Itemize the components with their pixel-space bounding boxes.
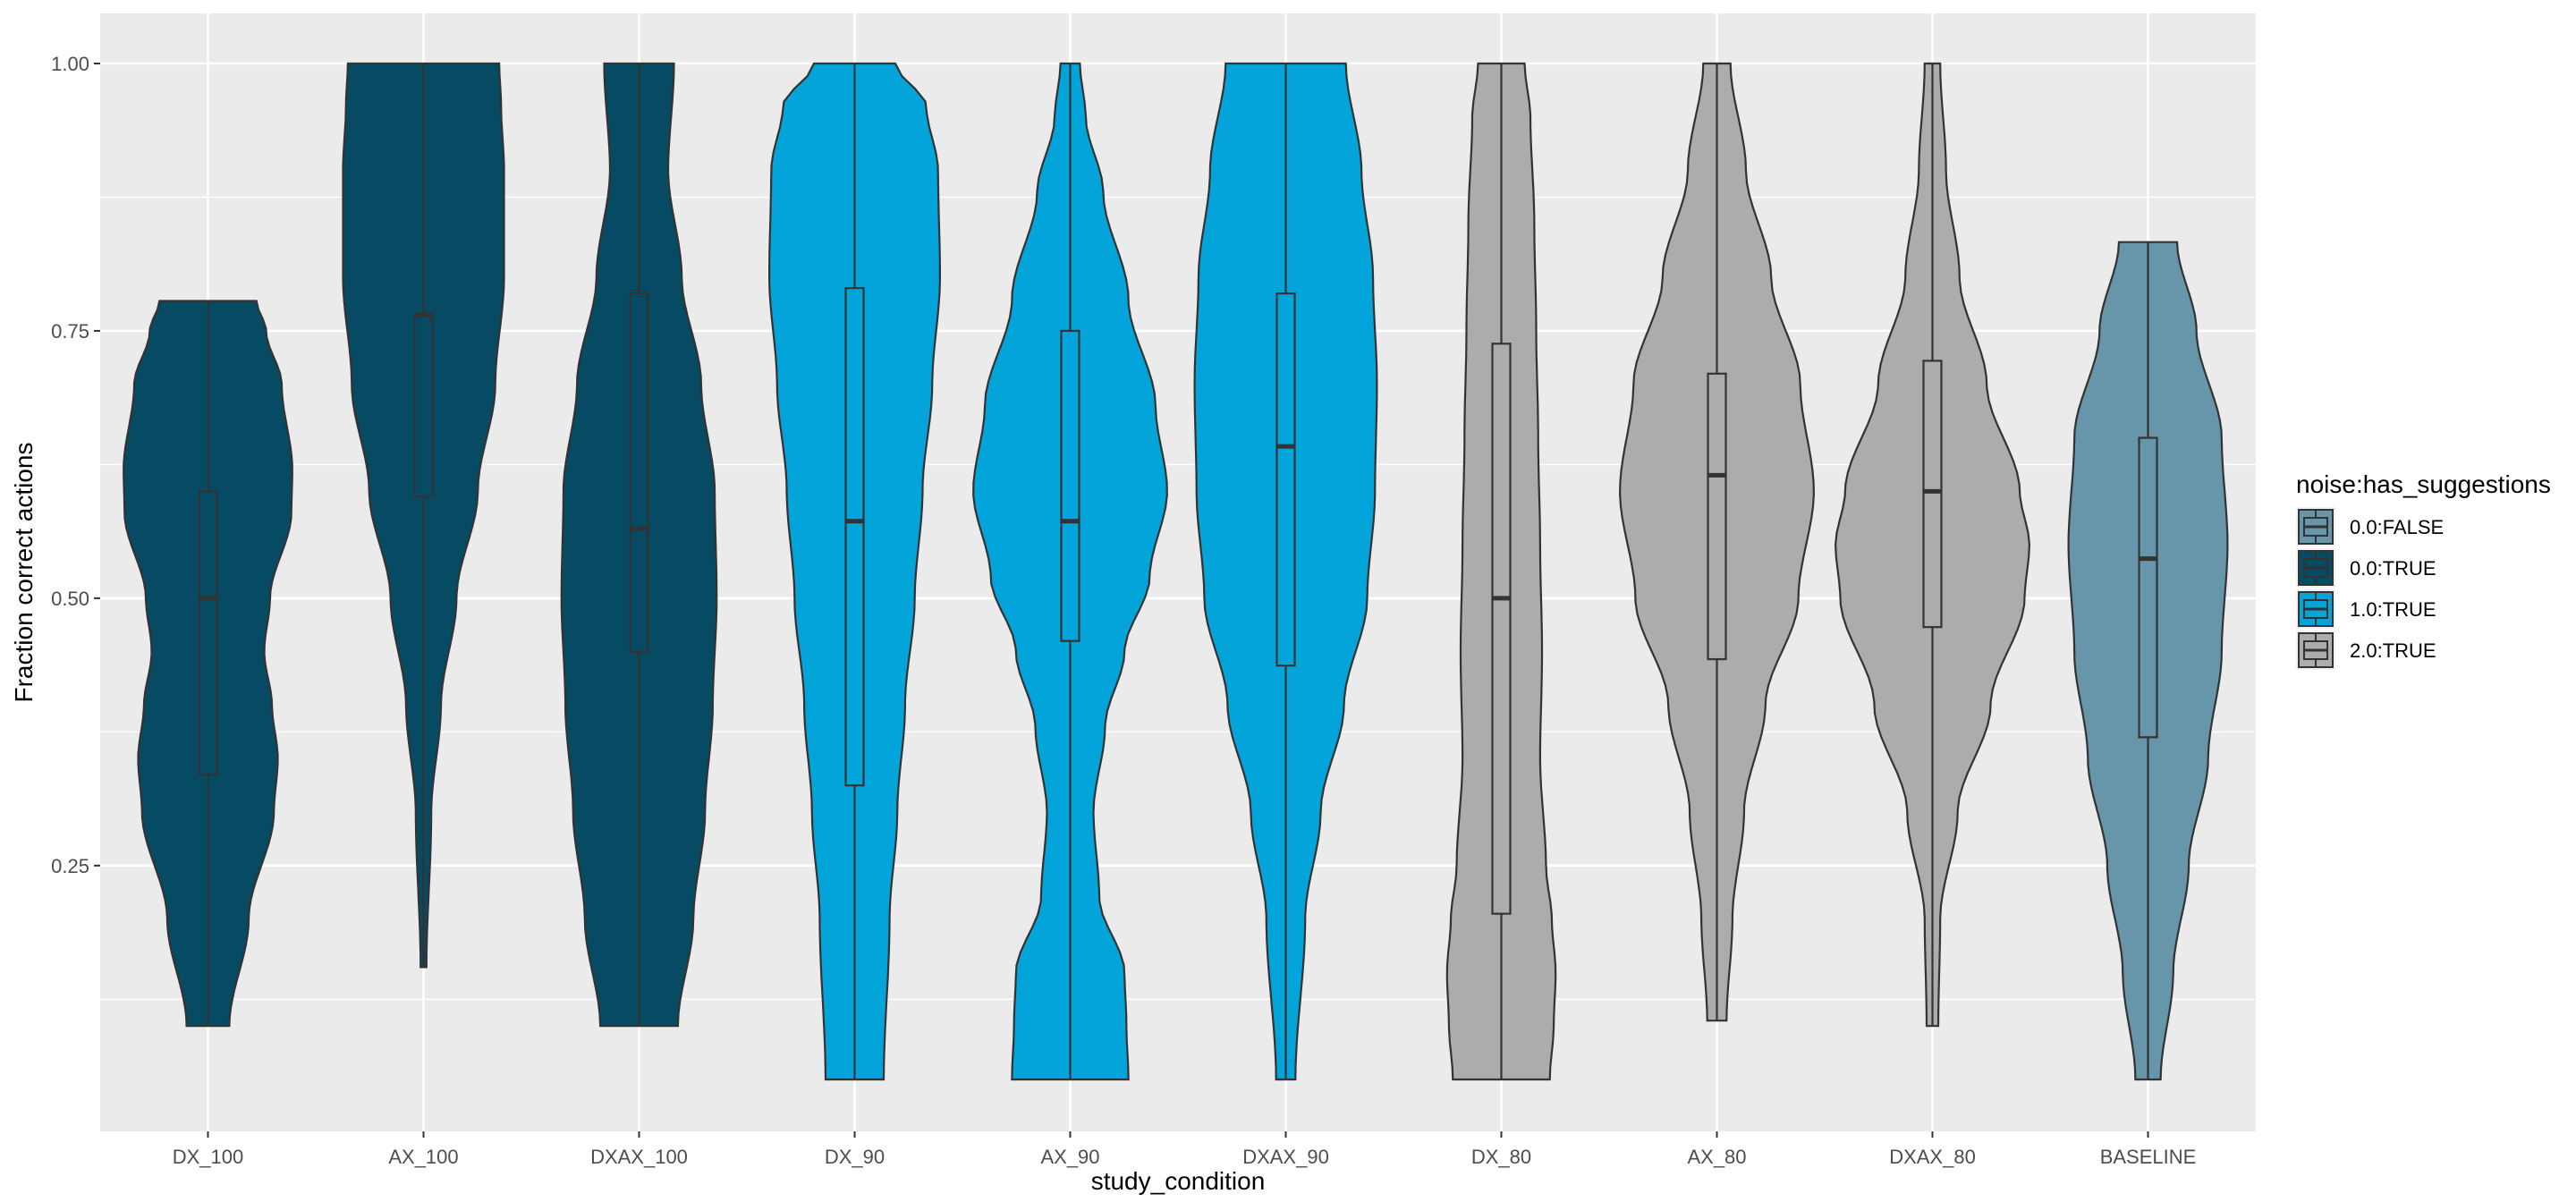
x-tick-label: DX_90 bbox=[825, 1146, 885, 1168]
x-tick-label: DX_100 bbox=[173, 1146, 244, 1168]
violin-body bbox=[972, 62, 1168, 1081]
violin-dx-80 bbox=[1445, 62, 1557, 1081]
violin-baseline bbox=[2067, 241, 2229, 1081]
legend-item-3: 2.0:TRUE bbox=[2296, 631, 2436, 670]
y-tick-label: 0.50 bbox=[51, 588, 89, 610]
y-axis-title: Fraction correct actions bbox=[10, 443, 38, 703]
legend-item-0: 0.0:FALSE bbox=[2296, 507, 2444, 546]
violin-body bbox=[1618, 62, 1816, 1022]
legend-title: noise:has_suggestions bbox=[2296, 470, 2551, 498]
violin-series bbox=[123, 62, 2229, 1081]
violin-dxax-100 bbox=[560, 62, 718, 1028]
legend-item-2: 1.0:TRUE bbox=[2296, 589, 2436, 629]
legend-label: 1.0:TRUE bbox=[2350, 598, 2436, 621]
legend: noise:has_suggestions 0.0:FALSE 0.0:TRUE 1… bbox=[2296, 470, 2551, 670]
violin-ax-100 bbox=[342, 62, 505, 969]
legend-label: 2.0:TRUE bbox=[2350, 639, 2436, 662]
x-tick-label: AX_90 bbox=[1040, 1146, 1099, 1168]
box-iqr bbox=[1491, 343, 1512, 915]
box-iqr bbox=[629, 292, 649, 653]
x-tick-label: DXAX_80 bbox=[1889, 1146, 1976, 1168]
box-iqr bbox=[1060, 329, 1080, 642]
legend-label: 0.0:TRUE bbox=[2350, 557, 2436, 580]
legend-item-1: 0.0:TRUE bbox=[2296, 548, 2436, 588]
y-tick-label: 0.25 bbox=[51, 855, 89, 877]
violin-body bbox=[560, 62, 718, 1028]
y-tick-label: 1.00 bbox=[51, 53, 89, 75]
box-iqr bbox=[1275, 292, 1296, 667]
violin-dxax-80 bbox=[1834, 62, 2031, 1028]
x-tick-label: AX_100 bbox=[388, 1146, 458, 1168]
legend-label: 0.0:FALSE bbox=[2350, 516, 2444, 538]
violin-body bbox=[2067, 241, 2229, 1081]
violin-ax-80 bbox=[1618, 62, 1816, 1022]
box-iqr bbox=[1707, 372, 1727, 661]
x-tick-label: AX_80 bbox=[1687, 1146, 1746, 1168]
violin-dx-100 bbox=[123, 300, 293, 1028]
x-tick-label: BASELINE bbox=[2100, 1146, 2197, 1168]
violin-dxax-90 bbox=[1193, 62, 1378, 1081]
x-tick-label: DXAX_90 bbox=[1242, 1146, 1329, 1168]
violin-ax-90 bbox=[972, 62, 1168, 1081]
violin-body bbox=[1834, 62, 2031, 1028]
box-iqr bbox=[198, 490, 218, 776]
y-tick-label: 0.75 bbox=[51, 320, 89, 343]
x-tick-label: DX_80 bbox=[1471, 1146, 1531, 1168]
box-iqr bbox=[2138, 436, 2158, 739]
y-axis: 0.25 0.50 0.75 1.00 bbox=[51, 53, 100, 877]
violin-body bbox=[123, 300, 293, 1028]
x-tick-label: DXAX_100 bbox=[590, 1146, 688, 1168]
violin-body bbox=[1193, 62, 1378, 1081]
box-iqr bbox=[844, 287, 865, 787]
violin-body bbox=[1445, 62, 1557, 1081]
violin-body bbox=[768, 62, 941, 1081]
violin-dx-90 bbox=[768, 62, 941, 1081]
box-iqr bbox=[1922, 360, 1943, 629]
x-axis: DX_100 AX_100 DXAX_100 DX_90 AX_90 DXAX_90 DX_… bbox=[173, 1131, 2197, 1168]
x-axis-title: study_condition bbox=[1091, 1167, 1266, 1195]
